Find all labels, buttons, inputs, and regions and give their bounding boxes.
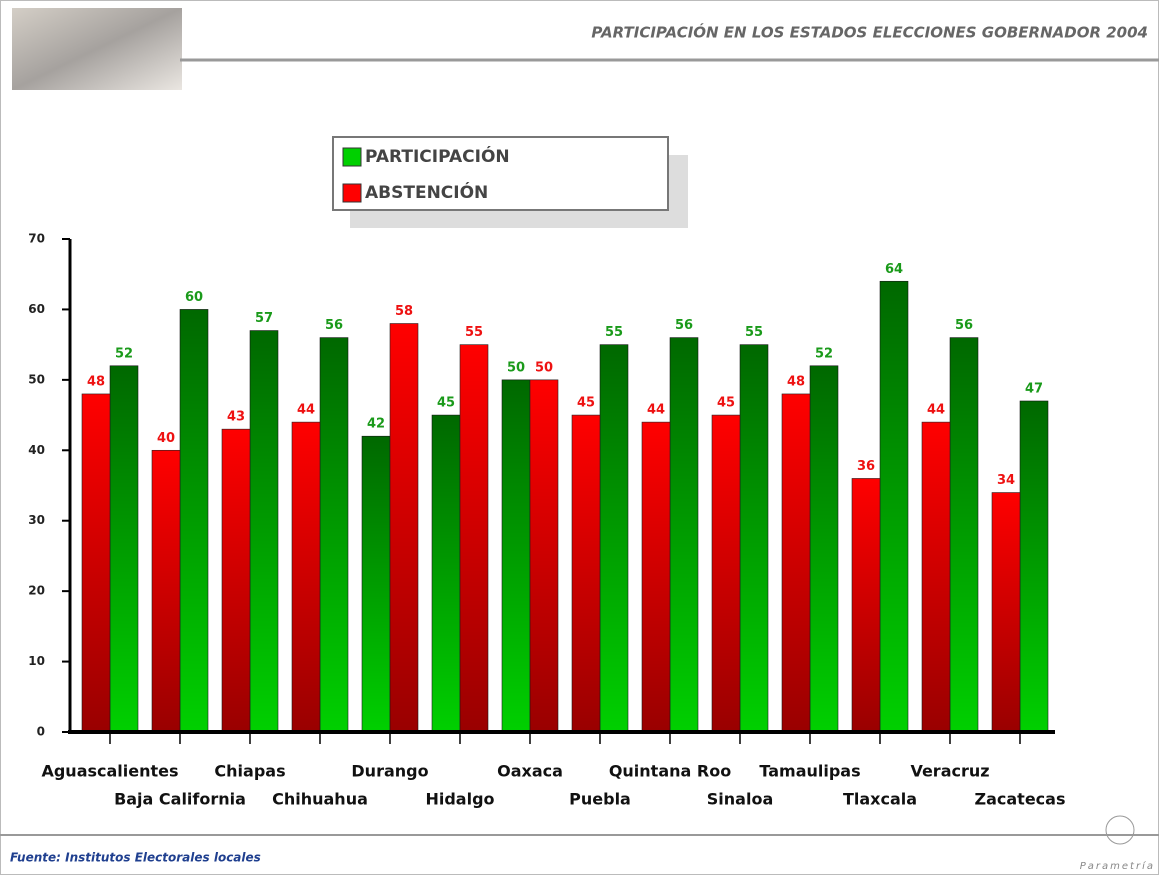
value-label: 45 (717, 396, 735, 411)
value-label: 40 (157, 431, 175, 446)
bar-shade (950, 337, 978, 732)
value-label: 52 (815, 346, 833, 361)
bar-shade (152, 450, 180, 732)
bar-shade (82, 393, 110, 732)
bar-shade (222, 429, 250, 732)
bar-shade (600, 344, 628, 732)
value-label: 47 (1025, 381, 1043, 396)
bar-shade (320, 337, 348, 732)
bar-shade (712, 415, 740, 732)
source: Fuente: Institutos Electorales locales (10, 851, 261, 865)
x-tick-label: Tamaulipas (759, 762, 860, 781)
x-tick-label: Tlaxcala (843, 790, 917, 809)
y-tick-label: 30 (28, 513, 45, 527)
y-tick-label: 70 (28, 232, 45, 246)
value-label: 50 (507, 360, 525, 375)
value-label: 44 (927, 403, 945, 418)
x-tick-label: Veracruz (910, 762, 989, 781)
y-tick-label: 0 (37, 725, 45, 739)
bar-shade (432, 415, 460, 732)
value-label: 48 (787, 374, 805, 389)
bar-shade (292, 422, 320, 732)
value-label: 57 (255, 311, 273, 326)
bar-shade (572, 415, 600, 732)
value-label: 44 (297, 403, 315, 418)
logo-mark (1105, 815, 1135, 845)
value-label: 50 (535, 360, 553, 375)
x-tick-label: Chihuahua (272, 790, 368, 809)
x-tick-label: Quintana Roo (609, 762, 731, 781)
bar-shade (390, 323, 418, 732)
bar-shade (810, 365, 838, 732)
x-tick-label: Puebla (569, 790, 631, 809)
y-tick-label: 50 (28, 372, 45, 386)
y-tick-label: 40 (28, 443, 45, 457)
bar-shade (852, 478, 880, 732)
x-tick-label: Durango (351, 762, 428, 781)
bar-shade (502, 379, 530, 732)
value-label: 55 (745, 325, 763, 340)
bar-shade (250, 330, 278, 732)
bar-shade (670, 337, 698, 732)
logo: Parametría (1080, 860, 1155, 872)
y-tick-label: 60 (28, 302, 45, 316)
value-label: 56 (675, 318, 693, 333)
y-tick-label: 10 (28, 654, 45, 668)
legend (332, 136, 669, 211)
legend-swatch (342, 183, 362, 203)
x-tick-label: Baja California (114, 790, 246, 809)
value-label: 55 (465, 325, 483, 340)
bar-shade (880, 281, 908, 732)
value-label: 52 (115, 346, 133, 361)
bar-shade (782, 393, 810, 732)
bar-shade (992, 492, 1020, 732)
chart-title: PARTICIPACIÓN EN LOS ESTADOS ELECCIONES … (591, 23, 1148, 42)
x-tick-label: Chiapas (214, 762, 285, 781)
value-label: 45 (577, 396, 595, 411)
x-tick-label: Aguascalientes (41, 762, 178, 781)
bar-shade (180, 309, 208, 732)
value-label: 58 (395, 304, 413, 319)
bar-shade (110, 365, 138, 732)
x-tick-label: Oaxaca (497, 762, 563, 781)
bar-shade (740, 344, 768, 732)
legend-swatch (342, 147, 362, 167)
value-label: 64 (885, 262, 903, 277)
value-label: 60 (185, 290, 203, 305)
bar-shade (642, 422, 670, 732)
bar-shade (922, 422, 950, 732)
value-label: 44 (647, 403, 665, 418)
value-label: 56 (325, 318, 343, 333)
x-tick-label: Hidalgo (425, 790, 494, 809)
legend-label: PARTICIPACIÓN (365, 145, 510, 167)
bar-shade (460, 344, 488, 732)
value-label: 34 (997, 473, 1015, 488)
value-label: 36 (857, 459, 875, 474)
bar-shade (530, 379, 558, 732)
value-label: 42 (367, 417, 385, 432)
x-tick-label: Sinaloa (707, 790, 773, 809)
legend-label: ABSTENCIÓN (365, 181, 488, 203)
value-label: 55 (605, 325, 623, 340)
value-label: 45 (437, 396, 455, 411)
value-label: 43 (227, 410, 245, 425)
bar-shade (362, 436, 390, 732)
y-tick-label: 20 (28, 584, 45, 598)
x-tick-label: Zacatecas (975, 790, 1066, 809)
value-label: 48 (87, 374, 105, 389)
bar-shade (1020, 400, 1048, 732)
value-label: 56 (955, 318, 973, 333)
header-photo (12, 8, 182, 90)
